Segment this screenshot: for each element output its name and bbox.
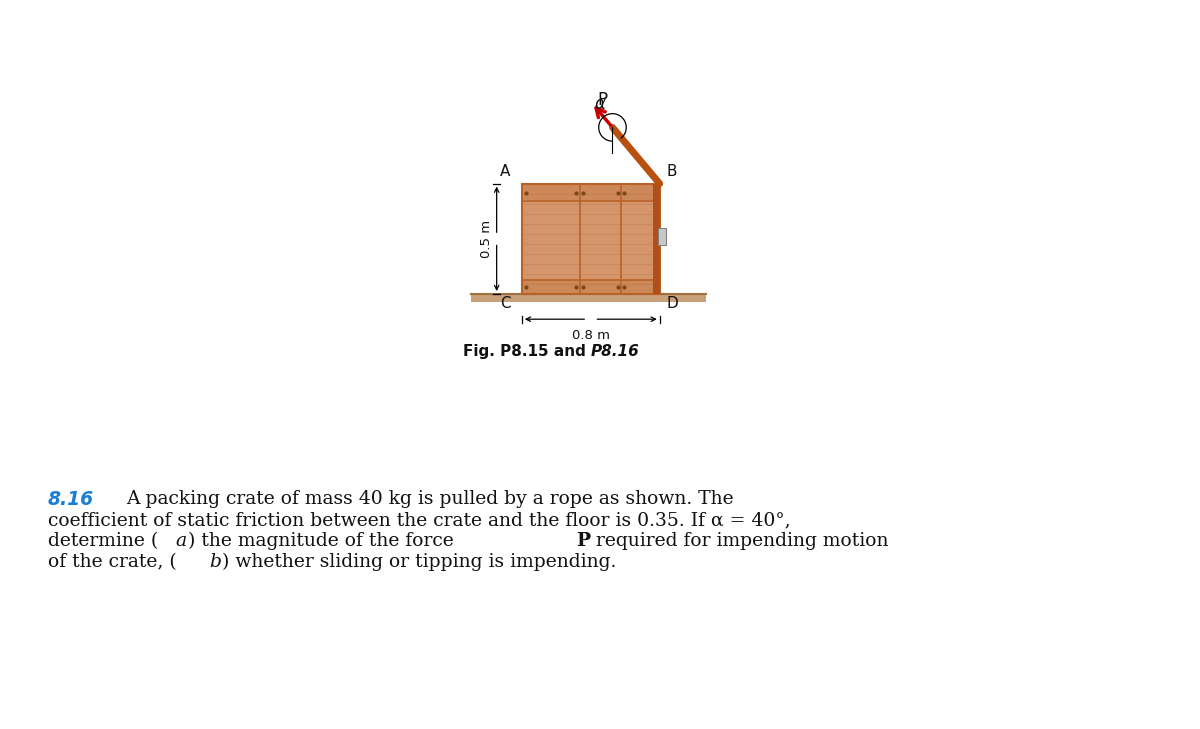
Bar — [522, 280, 660, 294]
Text: ) whether sliding or tipping is impending.: ) whether sliding or tipping is impendin… — [222, 553, 617, 571]
Bar — [472, 294, 706, 303]
Text: Fig. P8.15 and: Fig. P8.15 and — [463, 345, 590, 359]
Text: determine (: determine ( — [48, 532, 158, 550]
Text: B: B — [666, 164, 677, 179]
Text: $\alpha$: $\alpha$ — [594, 95, 606, 112]
Text: 0.8 m: 0.8 m — [572, 330, 610, 343]
Bar — [658, 228, 666, 245]
Text: A packing crate of mass 40 kg is pulled by a rope as shown. The: A packing crate of mass 40 kg is pulled … — [126, 490, 733, 508]
Bar — [522, 184, 660, 201]
Text: P: P — [598, 92, 607, 109]
Text: b: b — [209, 553, 221, 571]
Text: 8.16: 8.16 — [48, 490, 94, 509]
Text: A: A — [500, 164, 510, 179]
Bar — [653, 184, 660, 294]
Text: P: P — [576, 532, 590, 550]
Bar — [522, 184, 660, 294]
Text: a: a — [175, 532, 186, 550]
Text: C: C — [500, 296, 510, 311]
Text: D: D — [666, 296, 678, 311]
Text: required for impending motion: required for impending motion — [590, 532, 889, 550]
Text: ) the magnitude of the force: ) the magnitude of the force — [188, 532, 460, 550]
Text: P8.16: P8.16 — [590, 345, 640, 359]
Text: coefficient of static friction between the crate and the floor is 0.35. If α = 4: coefficient of static friction between t… — [48, 511, 791, 529]
Text: 0.5 m: 0.5 m — [480, 219, 493, 258]
Text: of the crate, (: of the crate, ( — [48, 553, 176, 571]
